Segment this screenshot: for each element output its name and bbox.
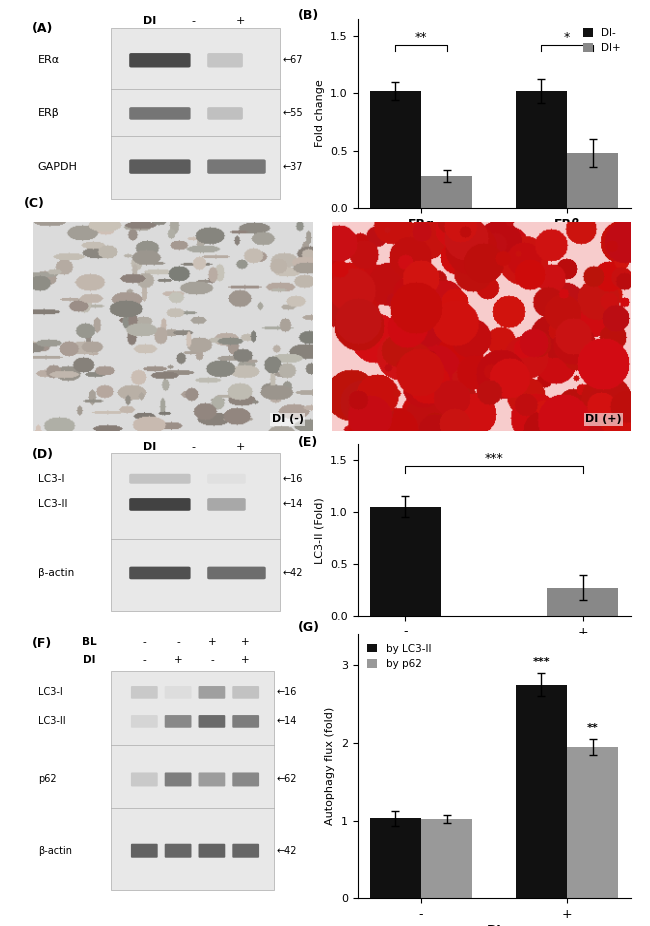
- Bar: [370, 819, 421, 898]
- FancyBboxPatch shape: [129, 474, 190, 483]
- Bar: [111, 28, 280, 199]
- FancyBboxPatch shape: [129, 567, 190, 580]
- Bar: [111, 671, 274, 890]
- FancyBboxPatch shape: [207, 567, 266, 580]
- Text: DI (-): DI (-): [272, 414, 304, 424]
- Text: +: +: [236, 442, 245, 452]
- Text: (A): (A): [32, 22, 53, 35]
- Bar: [421, 176, 472, 208]
- Legend: DI-, DI+: DI-, DI+: [578, 24, 625, 57]
- FancyBboxPatch shape: [198, 715, 226, 728]
- Text: +: +: [174, 656, 183, 666]
- FancyBboxPatch shape: [131, 772, 158, 786]
- Text: -: -: [192, 442, 196, 452]
- FancyBboxPatch shape: [207, 474, 246, 483]
- Text: ERα: ERα: [38, 56, 60, 65]
- FancyBboxPatch shape: [131, 686, 158, 699]
- Text: ***: ***: [485, 452, 503, 465]
- FancyBboxPatch shape: [198, 844, 226, 857]
- Text: *: *: [564, 31, 570, 44]
- Y-axis label: Autophagy flux (fold): Autophagy flux (fold): [325, 707, 335, 825]
- Text: ←67: ←67: [282, 56, 303, 65]
- Text: ←37: ←37: [282, 162, 303, 171]
- Bar: [421, 820, 472, 898]
- Text: +: +: [241, 637, 250, 647]
- Text: ERβ: ERβ: [38, 108, 59, 119]
- FancyBboxPatch shape: [129, 53, 190, 68]
- Bar: [547, 588, 618, 616]
- Text: DI: DI: [143, 17, 156, 26]
- Text: ←62: ←62: [277, 774, 298, 784]
- Text: (G): (G): [298, 621, 319, 634]
- X-axis label: DI: DI: [487, 924, 501, 926]
- Text: (E): (E): [298, 436, 318, 449]
- Text: **: **: [587, 723, 599, 732]
- FancyBboxPatch shape: [164, 844, 192, 857]
- Text: (C): (C): [24, 196, 45, 210]
- Text: LC3-II: LC3-II: [38, 499, 67, 509]
- Text: β-actin: β-actin: [38, 845, 72, 856]
- FancyBboxPatch shape: [232, 844, 259, 857]
- FancyBboxPatch shape: [131, 844, 158, 857]
- FancyBboxPatch shape: [129, 159, 190, 174]
- Text: ←42: ←42: [277, 845, 298, 856]
- Text: ←16: ←16: [277, 687, 297, 697]
- Text: p62: p62: [38, 774, 57, 784]
- Bar: [516, 684, 567, 898]
- Bar: [516, 91, 567, 208]
- FancyBboxPatch shape: [198, 772, 226, 786]
- Text: DI: DI: [83, 656, 96, 666]
- Text: ***: ***: [532, 657, 551, 667]
- Text: +: +: [207, 637, 216, 647]
- Text: -: -: [142, 656, 146, 666]
- FancyBboxPatch shape: [164, 715, 192, 728]
- Text: GAPDH: GAPDH: [38, 162, 77, 171]
- Text: -: -: [142, 637, 146, 647]
- FancyBboxPatch shape: [164, 686, 192, 699]
- Bar: [111, 453, 280, 610]
- Text: (B): (B): [298, 9, 318, 22]
- FancyBboxPatch shape: [232, 686, 259, 699]
- Text: LC3-I: LC3-I: [38, 687, 62, 697]
- FancyBboxPatch shape: [207, 159, 266, 174]
- Legend: by LC3-II, by p62: by LC3-II, by p62: [363, 640, 436, 673]
- Text: β-actin: β-actin: [38, 568, 74, 578]
- FancyBboxPatch shape: [207, 107, 243, 119]
- Text: ←55: ←55: [282, 108, 303, 119]
- Bar: [370, 507, 441, 616]
- Text: BL: BL: [83, 637, 97, 647]
- X-axis label: DI: DI: [487, 642, 501, 655]
- Text: DI: DI: [143, 442, 156, 452]
- FancyBboxPatch shape: [131, 715, 158, 728]
- FancyBboxPatch shape: [198, 686, 226, 699]
- FancyBboxPatch shape: [129, 107, 190, 119]
- Text: LC3-I: LC3-I: [38, 474, 64, 483]
- Text: +: +: [236, 17, 245, 26]
- Text: DI (+): DI (+): [585, 414, 621, 424]
- Text: LC3-II: LC3-II: [38, 717, 65, 726]
- Text: ←42: ←42: [282, 568, 303, 578]
- FancyBboxPatch shape: [164, 772, 192, 786]
- Text: (F): (F): [32, 637, 53, 650]
- Y-axis label: Fold change: Fold change: [315, 80, 324, 147]
- FancyBboxPatch shape: [207, 498, 246, 511]
- FancyBboxPatch shape: [232, 715, 259, 728]
- Bar: [567, 153, 618, 208]
- Text: -: -: [176, 637, 180, 647]
- Text: -: -: [210, 656, 214, 666]
- Text: ←14: ←14: [277, 717, 297, 726]
- Bar: [370, 91, 421, 208]
- Text: (D): (D): [32, 448, 54, 461]
- Text: +: +: [241, 656, 250, 666]
- FancyBboxPatch shape: [207, 53, 243, 68]
- FancyBboxPatch shape: [232, 772, 259, 786]
- Y-axis label: LC3-II (Fold): LC3-II (Fold): [315, 496, 324, 564]
- Text: -: -: [192, 17, 196, 26]
- Text: **: **: [415, 31, 427, 44]
- Bar: [567, 747, 618, 898]
- Text: ←16: ←16: [282, 474, 302, 483]
- Text: ←14: ←14: [282, 499, 302, 509]
- FancyBboxPatch shape: [129, 498, 190, 511]
